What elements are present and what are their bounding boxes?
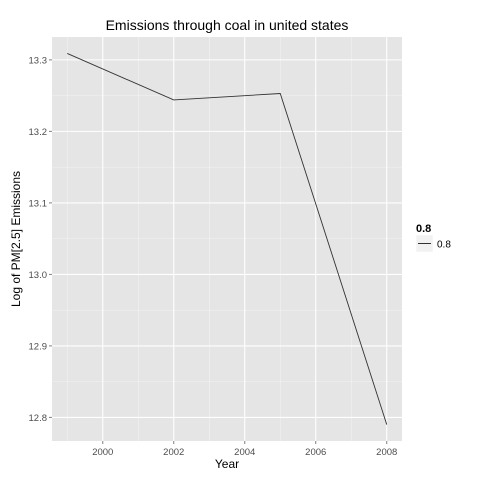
x-tick-label: 2002 [163, 447, 184, 458]
y-axis-label: Log of PM[2.5] Emissions [9, 171, 23, 307]
x-tick-label: 2006 [305, 447, 326, 458]
y-tick-label: 13.1 [29, 198, 48, 209]
x-tick-label: 2004 [234, 447, 255, 458]
plot-panel [52, 37, 402, 441]
grid-major [52, 37, 402, 441]
series-layer [67, 53, 388, 425]
x-tick-label: 2008 [376, 447, 397, 458]
y-tick-label: 13.3 [29, 55, 48, 66]
x-axis-label: Year [215, 457, 239, 471]
x-tick-label: 2000 [92, 447, 113, 458]
x-axis: 2000 2002 2004 2006 2008 [92, 441, 397, 458]
y-tick-label: 13.2 [29, 127, 48, 138]
legend-title: 0.8 [416, 223, 431, 235]
grid-minor [52, 37, 402, 441]
y-axis: 12.8 12.9 13.0 13.1 13.2 13.3 [29, 55, 52, 424]
legend-entry-label: 0.8 [437, 240, 451, 251]
y-tick-label: 12.9 [29, 341, 48, 352]
chart-title: Emissions through coal in united states [106, 17, 349, 33]
y-tick-label: 13.0 [29, 270, 48, 281]
series-line-0.8 [67, 53, 388, 425]
y-tick-label: 12.8 [29, 413, 48, 424]
legend: 0.8 0.8 [415, 223, 451, 253]
